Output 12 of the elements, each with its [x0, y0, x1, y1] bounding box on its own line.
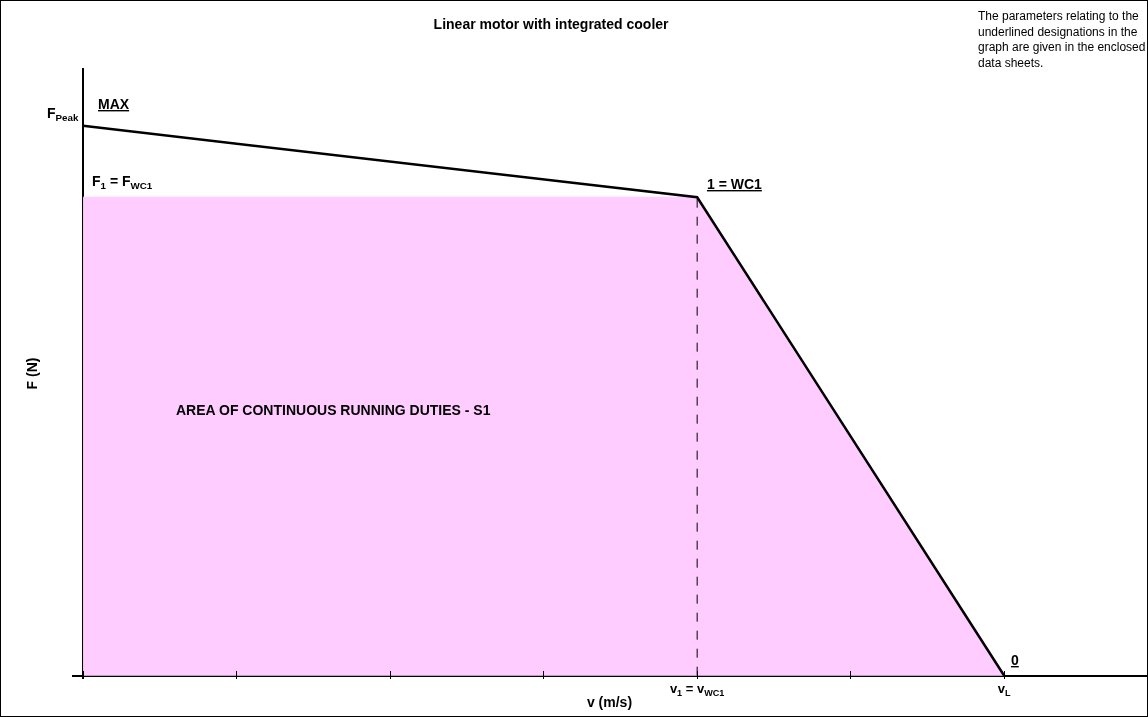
annotation: 1 = WC1: [707, 176, 763, 192]
x-tick-label: v$_{1}$ = v$_{WC1}$: [669, 681, 725, 698]
text: MAX: [98, 96, 130, 112]
annotation: F$_{1}$ = F$_{WC1}$: [92, 173, 153, 191]
annotation: 0: [1011, 652, 1019, 668]
text: The parameters relating to the underlined designations in the graph are given in the enclosed data sheets.: [978, 9, 1146, 70]
chart-title: Linear motor with integrated cooler: [433, 15, 670, 32]
text: F$_{Peak}$: [47, 105, 79, 123]
x-tick-label: v$_{L}$: [997, 681, 1012, 698]
annotation: AREA OF CONTINUOUS RUNNING DUTIES - S1: [176, 402, 491, 418]
y-axis-title: F (N): [23, 357, 40, 390]
x-axis-title: v (m/s): [586, 694, 633, 711]
